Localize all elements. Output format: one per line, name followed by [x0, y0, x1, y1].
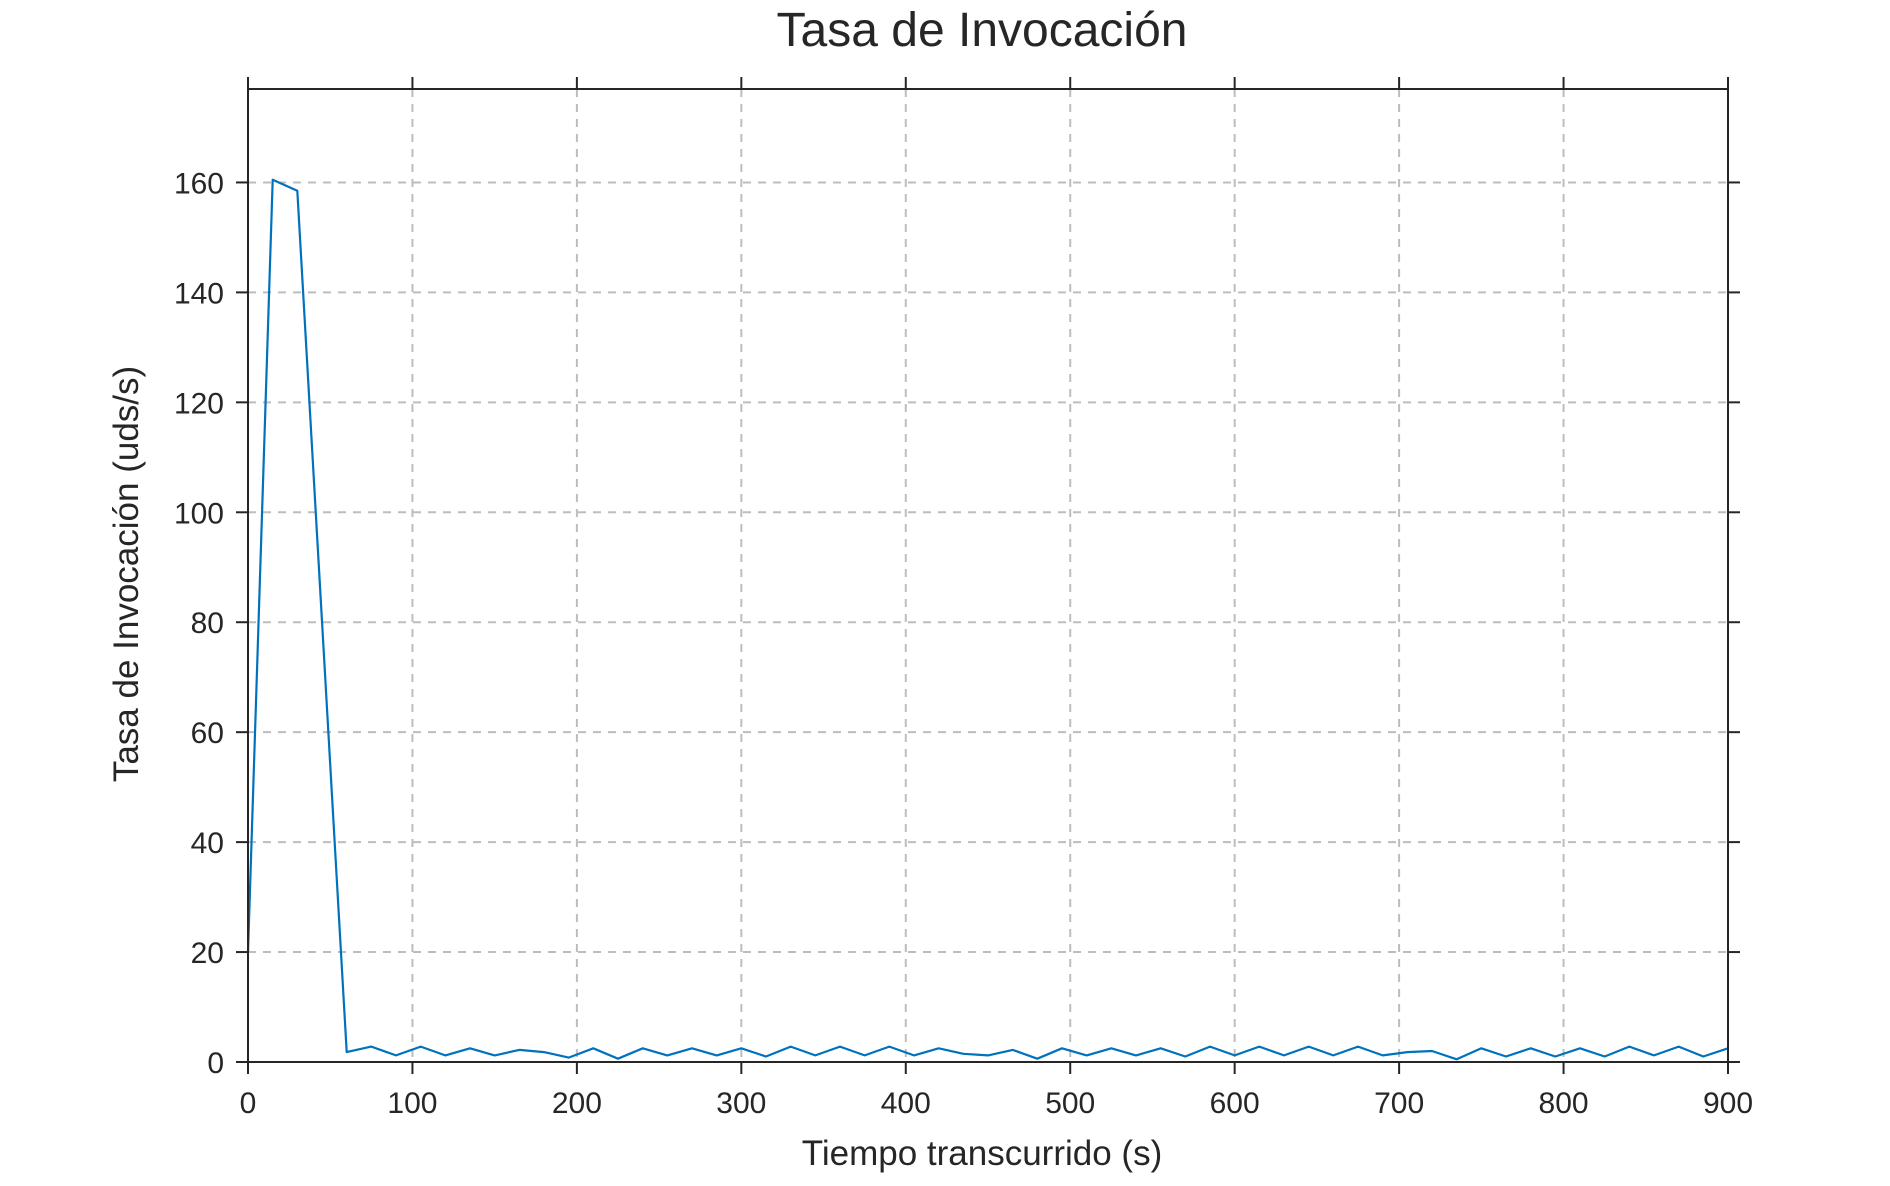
x-tick-label: 900	[1703, 1087, 1753, 1120]
x-tick-label: 500	[1045, 1087, 1095, 1120]
x-tick-label: 600	[1210, 1087, 1260, 1120]
tick-layer	[236, 77, 1740, 1074]
y-tick-label: 140	[174, 277, 224, 310]
x-tick-label: 400	[881, 1087, 931, 1120]
y-tick-label: 160	[174, 167, 224, 200]
x-tick-label: 200	[552, 1087, 602, 1120]
y-tick-label: 120	[174, 387, 224, 420]
x-tick-label: 300	[716, 1087, 766, 1120]
x-tick-label: 0	[240, 1087, 257, 1120]
y-axis-label: Tasa de Invocación (uds/s)	[107, 366, 146, 782]
series-layer	[246, 178, 1729, 1061]
y-tick-label: 60	[191, 717, 224, 750]
plot-frame	[247, 88, 1729, 1063]
series-line	[246, 178, 1729, 1061]
y-tick-label: 0	[207, 1047, 224, 1080]
x-tick-label: 800	[1539, 1087, 1589, 1120]
y-tick-label: 40	[191, 827, 224, 860]
x-axis-label: Tiempo transcurrido (s)	[802, 1134, 1162, 1173]
y-tick-label: 80	[191, 607, 224, 640]
grid-layer	[248, 89, 1728, 1062]
tick-label-layer: 0 100 200 300 400 500 600 700 800 900 0 20 40 60 80 100…	[174, 167, 1753, 1120]
chart-title: Tasa de Invocación	[777, 4, 1188, 57]
x-tick-label: 100	[387, 1087, 437, 1120]
y-tick-label: 20	[191, 937, 224, 970]
y-tick-label: 100	[174, 497, 224, 530]
x-tick-label: 700	[1374, 1087, 1424, 1120]
